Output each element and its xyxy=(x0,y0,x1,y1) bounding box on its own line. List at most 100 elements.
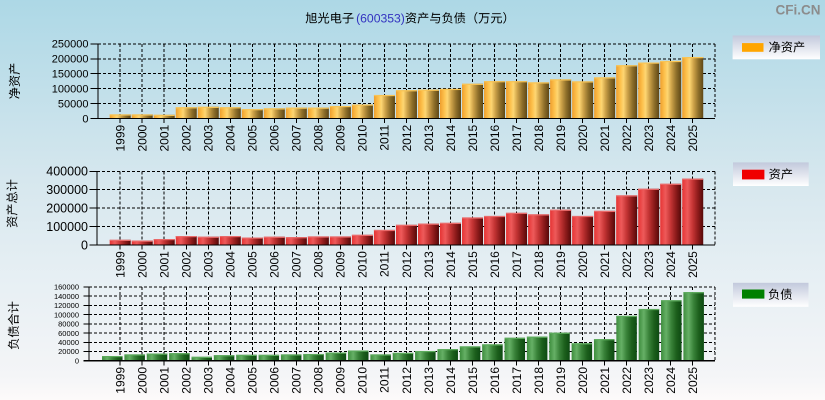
svg-text:200000: 200000 xyxy=(46,202,88,216)
svg-text:2022: 2022 xyxy=(620,124,634,151)
svg-text:1999: 1999 xyxy=(114,367,128,394)
svg-text:2009: 2009 xyxy=(334,251,348,278)
svg-text:2015: 2015 xyxy=(466,251,480,278)
svg-text:2024: 2024 xyxy=(664,251,678,278)
svg-text:2010: 2010 xyxy=(356,124,370,151)
svg-text:40000: 40000 xyxy=(58,338,79,347)
svg-text:2005: 2005 xyxy=(246,367,260,394)
svg-text:2012: 2012 xyxy=(400,124,414,151)
svg-text:2013: 2013 xyxy=(422,251,436,278)
svg-text:2005: 2005 xyxy=(246,124,260,151)
svg-text:2001: 2001 xyxy=(158,367,172,394)
svg-text:2011: 2011 xyxy=(378,251,392,277)
svg-text:2020: 2020 xyxy=(576,367,590,394)
svg-text:2000: 2000 xyxy=(136,367,150,394)
svg-text:2006: 2006 xyxy=(268,124,282,151)
svg-text:2007: 2007 xyxy=(290,251,304,278)
svg-text:2020: 2020 xyxy=(576,124,590,151)
svg-text:2010: 2010 xyxy=(356,251,370,278)
svg-text:2016: 2016 xyxy=(488,251,502,278)
svg-text:2018: 2018 xyxy=(532,367,546,394)
svg-text:2017: 2017 xyxy=(510,367,524,394)
svg-text:2003: 2003 xyxy=(202,251,216,278)
svg-text:2024: 2024 xyxy=(664,124,678,151)
svg-text:2024: 2024 xyxy=(664,367,678,394)
svg-text:(600353): (600353) xyxy=(356,12,405,26)
svg-text:250000: 250000 xyxy=(52,39,89,51)
svg-text:2023: 2023 xyxy=(642,251,656,278)
svg-text:2025: 2025 xyxy=(686,367,700,394)
svg-text:2003: 2003 xyxy=(202,367,216,394)
svg-text:2004: 2004 xyxy=(224,367,238,394)
svg-text:2002: 2002 xyxy=(180,251,194,278)
svg-text:2001: 2001 xyxy=(158,251,172,278)
svg-text:2008: 2008 xyxy=(312,124,326,151)
svg-text:2014: 2014 xyxy=(444,124,458,151)
svg-text:2015: 2015 xyxy=(466,124,480,151)
svg-text:CFi.CN: CFi.CN xyxy=(776,3,821,18)
svg-text:2006: 2006 xyxy=(268,251,282,278)
svg-text:2004: 2004 xyxy=(224,124,238,151)
svg-text:2009: 2009 xyxy=(334,124,348,151)
svg-text:200000: 200000 xyxy=(52,54,89,66)
svg-text:2014: 2014 xyxy=(444,367,458,394)
svg-text:2021: 2021 xyxy=(598,251,612,278)
svg-text:2016: 2016 xyxy=(488,124,502,151)
svg-text:2013: 2013 xyxy=(422,367,436,394)
svg-text:2014: 2014 xyxy=(444,251,458,278)
svg-text:2007: 2007 xyxy=(290,124,304,151)
svg-text:100000: 100000 xyxy=(54,310,79,319)
svg-text:2019: 2019 xyxy=(554,367,568,394)
svg-text:150000: 150000 xyxy=(52,69,89,81)
svg-text:2002: 2002 xyxy=(180,367,194,394)
svg-text:100000: 100000 xyxy=(52,84,89,96)
svg-text:2019: 2019 xyxy=(554,124,568,151)
svg-text:1999: 1999 xyxy=(114,124,128,151)
svg-text:0: 0 xyxy=(75,356,79,365)
svg-text:2016: 2016 xyxy=(488,367,502,394)
svg-text:2000: 2000 xyxy=(136,124,150,151)
svg-text:2022: 2022 xyxy=(620,367,634,394)
svg-text:2007: 2007 xyxy=(290,367,304,394)
svg-text:2013: 2013 xyxy=(422,124,436,151)
svg-text:2019: 2019 xyxy=(554,251,568,278)
svg-text:2021: 2021 xyxy=(598,367,612,394)
svg-text:2012: 2012 xyxy=(400,367,414,394)
svg-text:2020: 2020 xyxy=(576,251,590,278)
svg-text:2017: 2017 xyxy=(510,124,524,151)
svg-text:2017: 2017 xyxy=(510,251,524,278)
svg-text:50000: 50000 xyxy=(58,98,89,110)
svg-text:2003: 2003 xyxy=(202,124,216,151)
svg-text:160000: 160000 xyxy=(54,283,79,292)
svg-text:2023: 2023 xyxy=(642,124,656,151)
svg-text:0: 0 xyxy=(81,238,88,252)
svg-text:100000: 100000 xyxy=(46,220,88,234)
svg-text:2010: 2010 xyxy=(356,367,370,394)
svg-text:0: 0 xyxy=(82,113,88,125)
svg-text:2011: 2011 xyxy=(378,124,392,150)
svg-text:2015: 2015 xyxy=(466,367,480,394)
svg-text:20000: 20000 xyxy=(58,347,79,356)
svg-text:2006: 2006 xyxy=(268,367,282,394)
svg-text:2000: 2000 xyxy=(136,251,150,278)
svg-text:2023: 2023 xyxy=(642,367,656,394)
svg-text:2018: 2018 xyxy=(532,124,546,151)
svg-text:2002: 2002 xyxy=(180,124,194,151)
svg-text:2008: 2008 xyxy=(312,251,326,278)
svg-text:2018: 2018 xyxy=(532,251,546,278)
svg-text:2005: 2005 xyxy=(246,251,260,278)
svg-text:2022: 2022 xyxy=(620,251,634,278)
svg-text:300000: 300000 xyxy=(46,183,88,197)
svg-text:1999: 1999 xyxy=(114,251,128,278)
svg-text:2021: 2021 xyxy=(598,124,612,151)
svg-text:2025: 2025 xyxy=(686,251,700,278)
svg-text:2009: 2009 xyxy=(334,367,348,394)
svg-text:80000: 80000 xyxy=(58,320,79,329)
svg-text:2001: 2001 xyxy=(158,124,172,151)
svg-text:2011: 2011 xyxy=(378,367,392,393)
svg-text:2008: 2008 xyxy=(312,367,326,394)
svg-text:60000: 60000 xyxy=(58,329,79,338)
svg-text:140000: 140000 xyxy=(54,292,79,301)
svg-text:2012: 2012 xyxy=(400,251,414,278)
svg-text:2004: 2004 xyxy=(224,251,238,278)
